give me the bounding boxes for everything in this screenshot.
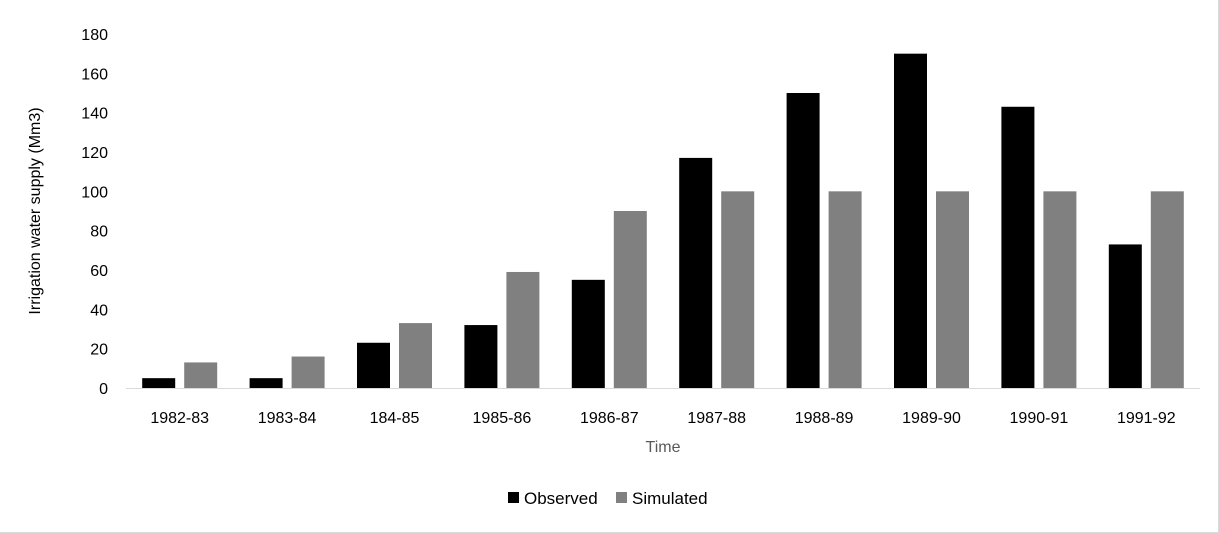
- bar-observed-1988-89: [786, 93, 820, 388]
- bar-observed-1987-88: [679, 157, 713, 388]
- bar-simulated-1983-84: [291, 356, 325, 388]
- bar-simulated-1990-91: [1043, 191, 1077, 388]
- bar-observed-1982-83: [142, 378, 176, 388]
- bar-simulated-1991-92: [1150, 191, 1184, 388]
- bar-observed-1985-86: [464, 325, 498, 388]
- bar-simulated-1986-87: [613, 211, 647, 388]
- x-tick-label: 1985-86: [473, 410, 532, 427]
- x-tick-label: 1982-83: [150, 410, 209, 427]
- y-tick-label: 60: [90, 263, 108, 280]
- x-tick-label: 1987-88: [687, 410, 746, 427]
- x-tick-label: 1988-89: [795, 410, 854, 427]
- bar-simulated-1987-88: [721, 191, 755, 388]
- y-tick-label: 40: [90, 302, 108, 319]
- x-tick-label: 1991-92: [1117, 410, 1176, 427]
- bar-observed-1991-92: [1108, 244, 1142, 388]
- y-tick-label: 160: [81, 66, 108, 83]
- y-tick-label: 120: [81, 145, 108, 162]
- bar-observed-1983-84: [249, 378, 283, 388]
- legend: Observed Simulated: [508, 489, 708, 508]
- x-axis-ticks: 1982-83 1983-84 184-85 1985-86 1986-87 1987-8…: [150, 410, 1175, 427]
- legend-label-observed: Observed: [524, 489, 598, 508]
- y-tick-label: 0: [99, 381, 108, 398]
- legend-swatch-simulated: [616, 492, 627, 503]
- bar-simulated-184-85: [399, 323, 432, 388]
- legend-swatch-observed: [508, 492, 519, 503]
- legend-label-simulated: Simulated: [632, 489, 708, 508]
- x-tick-label: 1983-84: [258, 410, 317, 427]
- y-tick-label: 140: [81, 106, 108, 123]
- bar-simulated-1988-89: [828, 191, 862, 388]
- bars: [142, 53, 1184, 389]
- y-tick-label: 80: [90, 224, 108, 241]
- bar-simulated-1985-86: [506, 271, 540, 388]
- x-tick-label: 1990-91: [1010, 410, 1069, 427]
- bar-observed-184-85: [357, 342, 390, 388]
- y-tick-label: 100: [81, 184, 108, 201]
- bar-simulated-1989-90: [936, 191, 969, 388]
- bar-observed-1990-91: [1001, 106, 1035, 389]
- y-axis-title: Irrigation water supply (Mm3): [27, 107, 44, 314]
- bar-observed-1986-87: [571, 279, 605, 388]
- y-axis-ticks: 0 20 40 60 80 100 120 140 160 180: [81, 27, 108, 398]
- y-tick-label: 20: [90, 342, 108, 359]
- x-axis-title: Time: [646, 439, 681, 456]
- x-tick-label: 1989-90: [902, 410, 961, 427]
- x-tick-label: 1986-87: [580, 410, 639, 427]
- x-tick-label: 184-85: [370, 410, 420, 427]
- y-tick-label: 180: [81, 27, 108, 44]
- bar-observed-1989-90: [894, 53, 927, 389]
- bar-simulated-1982-83: [184, 362, 218, 388]
